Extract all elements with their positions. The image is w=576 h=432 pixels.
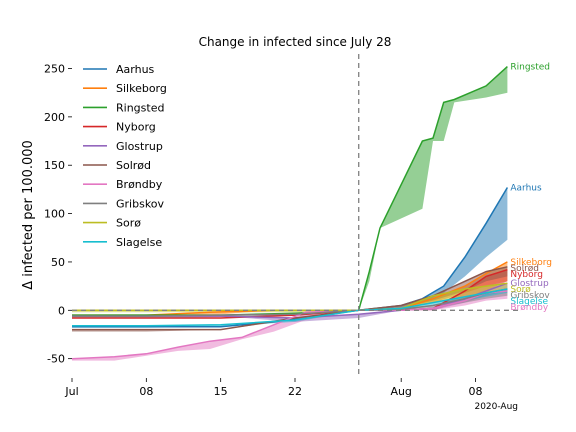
chart-title: Change in infected since July 28 — [199, 35, 392, 49]
series-area-6 — [72, 291, 508, 361]
end-label-4: Glostrup — [510, 279, 549, 289]
x-tick-label-1: 08 — [139, 385, 153, 398]
legend: Aarhus Silkeborg Ringsted Nyborg Glostrup Sol… — [83, 63, 167, 249]
y-tick-label-5: 200 — [44, 111, 65, 124]
legend-label-6: Brøndby — [116, 178, 163, 191]
legend-label-4: Glostrup — [116, 140, 163, 153]
series-line-5 — [72, 266, 508, 331]
legend-label-3: Nyborg — [116, 121, 156, 134]
end-label-9: Slagelse — [510, 297, 548, 307]
end-label-6: Brøndby — [510, 303, 549, 313]
y-tick-label-2: 50 — [51, 256, 65, 269]
x-tick-label-2: 15 — [214, 385, 228, 398]
end-label-3: Nyborg — [510, 270, 543, 280]
legend-label-1: Silkeborg — [116, 82, 167, 95]
x-offset-label: 2020-Aug — [474, 402, 518, 412]
end-label-7: Gribskov — [510, 291, 550, 301]
y-tick-label-1: 0 — [58, 304, 65, 317]
x-tick-label-5: 08 — [469, 385, 483, 398]
legend-label-9: Slagelse — [116, 236, 162, 249]
end-label-8: Sorø — [510, 285, 531, 295]
legend-label-5: Solrød — [116, 159, 151, 172]
y-axis-label: Δ infected per 100.000 — [21, 140, 36, 290]
y-tick-label-3: 100 — [44, 208, 65, 221]
legend-label-7: Gribskov — [116, 197, 165, 210]
legend-label-8: Sorø — [116, 217, 141, 230]
end-label-1: Silkeborg — [510, 258, 552, 268]
y-tick-label-0: -50 — [47, 353, 65, 366]
end-label-5: Solrød — [510, 264, 539, 274]
x-tick-label-4: Aug — [390, 385, 411, 398]
end-labels: Ringsted Aarhus SilkeborgSolrødNyborgGlost… — [510, 63, 552, 314]
axes: -50 0 50 100 150 200 250 Jul 08 15 22 Aug 08 — [44, 63, 483, 398]
series-lines — [71, 66, 509, 360]
x-tick-label-0: Jul — [64, 385, 78, 398]
y-tick-label-6: 250 — [44, 63, 65, 76]
legend-label-0: Aarhus — [116, 63, 155, 76]
series-areas — [72, 66, 508, 361]
end-label-2: Ringsted — [510, 63, 550, 73]
legend-label-2: Ringsted — [116, 101, 164, 114]
series-line-6 — [71, 290, 508, 360]
y-tick-label-4: 150 — [44, 159, 65, 172]
end-label-0: Aarhus — [510, 183, 542, 193]
series-area-2 — [72, 66, 508, 316]
series-line-9 — [72, 288, 508, 327]
x-tick-label-3: 22 — [288, 385, 302, 398]
